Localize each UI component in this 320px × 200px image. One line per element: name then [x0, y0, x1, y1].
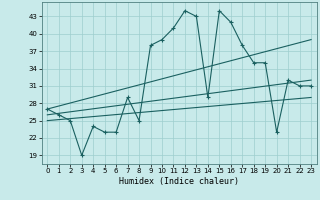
X-axis label: Humidex (Indice chaleur): Humidex (Indice chaleur)	[119, 177, 239, 186]
